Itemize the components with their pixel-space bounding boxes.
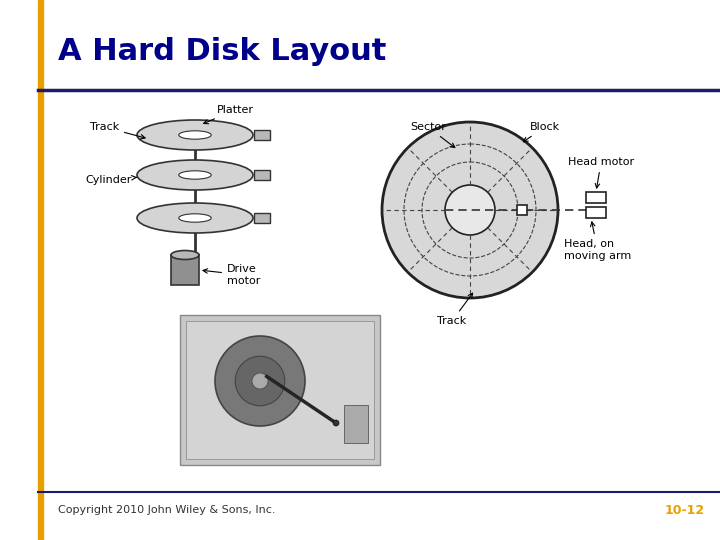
Circle shape [445, 185, 495, 235]
Ellipse shape [179, 171, 211, 179]
Bar [254, 213, 270, 223]
Text: A Hard Disk Layout: A Hard Disk Layout [58, 37, 387, 66]
Text: Head motor: Head motor [568, 157, 634, 188]
Ellipse shape [171, 251, 199, 260]
Text: Head, on
moving arm: Head, on moving arm [564, 222, 631, 261]
Ellipse shape [179, 131, 211, 139]
Bar [517, 205, 527, 215]
Bar [186, 321, 374, 459]
Ellipse shape [137, 160, 253, 190]
Text: Block: Block [523, 122, 560, 141]
Bar [344, 405, 368, 442]
Ellipse shape [179, 214, 211, 222]
Bar [586, 192, 606, 203]
Text: Track: Track [437, 293, 472, 326]
Bar [180, 315, 380, 465]
Bar [171, 255, 199, 285]
Ellipse shape [137, 120, 253, 150]
Text: Track: Track [90, 122, 145, 139]
Bar [586, 207, 606, 218]
Circle shape [215, 336, 305, 426]
Text: Drive
motor: Drive motor [203, 264, 261, 286]
Bar [254, 170, 270, 180]
Circle shape [252, 373, 268, 389]
Text: 10-12: 10-12 [665, 503, 705, 516]
Circle shape [235, 356, 284, 406]
Circle shape [333, 420, 339, 426]
Text: Sector: Sector [410, 122, 455, 147]
Circle shape [382, 122, 558, 298]
Ellipse shape [137, 203, 253, 233]
Bar [38, 0, 43, 540]
Bar [254, 130, 270, 140]
Text: Copyright 2010 John Wiley & Sons, Inc.: Copyright 2010 John Wiley & Sons, Inc. [58, 505, 276, 515]
Text: Cylinder: Cylinder [85, 175, 137, 185]
Text: Platter: Platter [204, 105, 254, 124]
